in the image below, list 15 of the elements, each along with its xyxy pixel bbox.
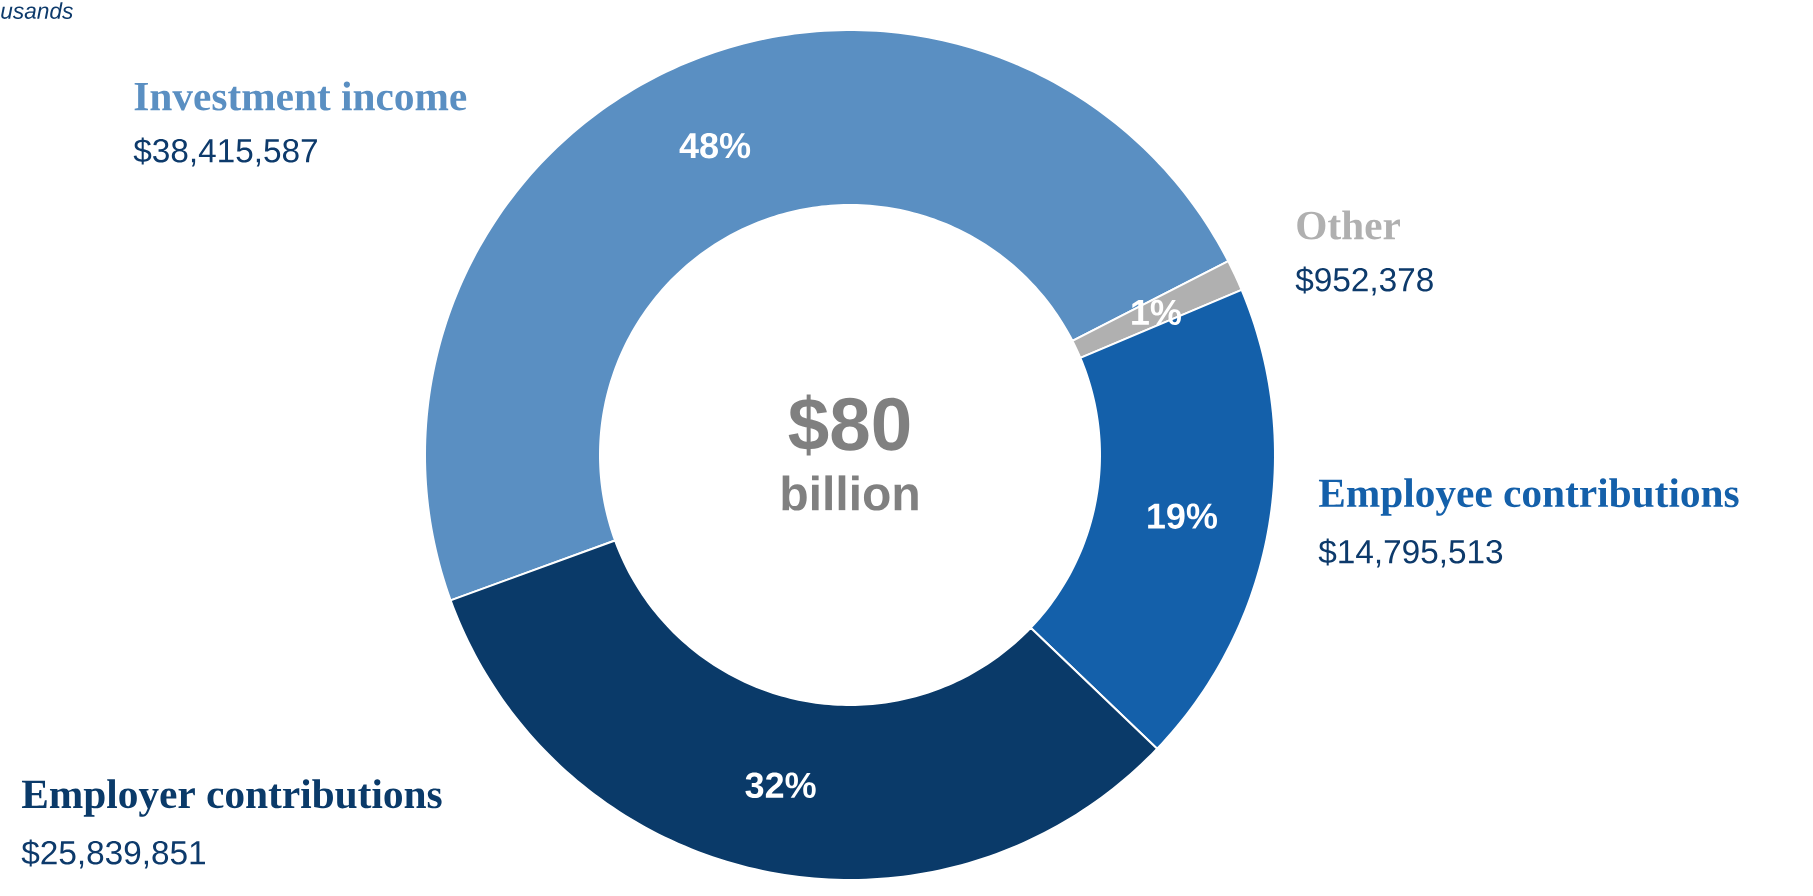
text: $80	[788, 394, 910, 456]
text: usands	[1, 2, 73, 19]
text: 32%	[745, 772, 816, 799]
slice-label: Employer contributions	[21, 779, 442, 817]
text: 1%	[1132, 299, 1181, 326]
data-label: $38,415,587	[133, 137, 317, 167]
slice-label: Other	[1297, 210, 1400, 240]
slice-label: Investment income	[134, 81, 467, 111]
text: 48%	[679, 132, 751, 159]
slice-label: Employee contributions	[1318, 478, 1739, 516]
data-label: $25,839,851	[21, 839, 205, 869]
text: billion	[782, 475, 918, 511]
data-label: $14,795,513	[1318, 538, 1503, 568]
data-label: $952,378	[1295, 266, 1433, 296]
text: 19%	[1148, 503, 1217, 529]
